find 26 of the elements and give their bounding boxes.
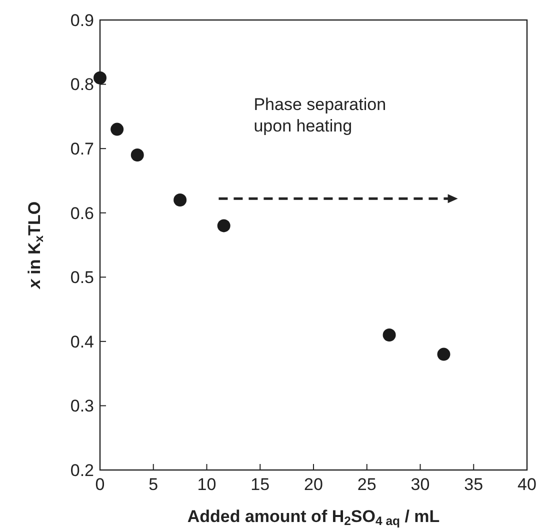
point <box>217 219 230 232</box>
point <box>110 122 124 136</box>
x-tick-label: 25 <box>357 475 376 494</box>
x-tick-label: 5 <box>148 475 158 494</box>
y-tick-label: 0.4 <box>70 332 94 352</box>
x-tick-label: 15 <box>250 475 270 494</box>
x-tick-label: 0 <box>95 475 105 494</box>
x-tick-label: 40 <box>518 475 536 494</box>
annotation: Phase separation upon heating <box>254 95 386 136</box>
y-tick-label: 0.7 <box>70 140 94 159</box>
y-tick-label: 0.3 <box>70 396 94 416</box>
y-tick-label: 0.5 <box>70 268 94 288</box>
point <box>382 328 396 342</box>
x-tick-label: 10 <box>197 475 216 494</box>
y-tick-label: 0.2 <box>70 460 94 480</box>
x-tick-label: 30 <box>410 475 430 494</box>
point <box>94 71 106 84</box>
point <box>437 348 450 361</box>
x-axis-title: Added amount of H$_{2}$SO$_{4 aq}$ / mL <box>187 507 440 528</box>
point <box>174 194 187 206</box>
x-tick-label: 35 <box>464 475 484 494</box>
y-tick-label: 0.8 <box>70 75 94 94</box>
y-tick-label: 0.9 <box>70 10 94 30</box>
x-tick-label: 20 <box>304 475 323 494</box>
y-tick-label: 0.6 <box>70 204 94 223</box>
point <box>130 148 144 162</box>
